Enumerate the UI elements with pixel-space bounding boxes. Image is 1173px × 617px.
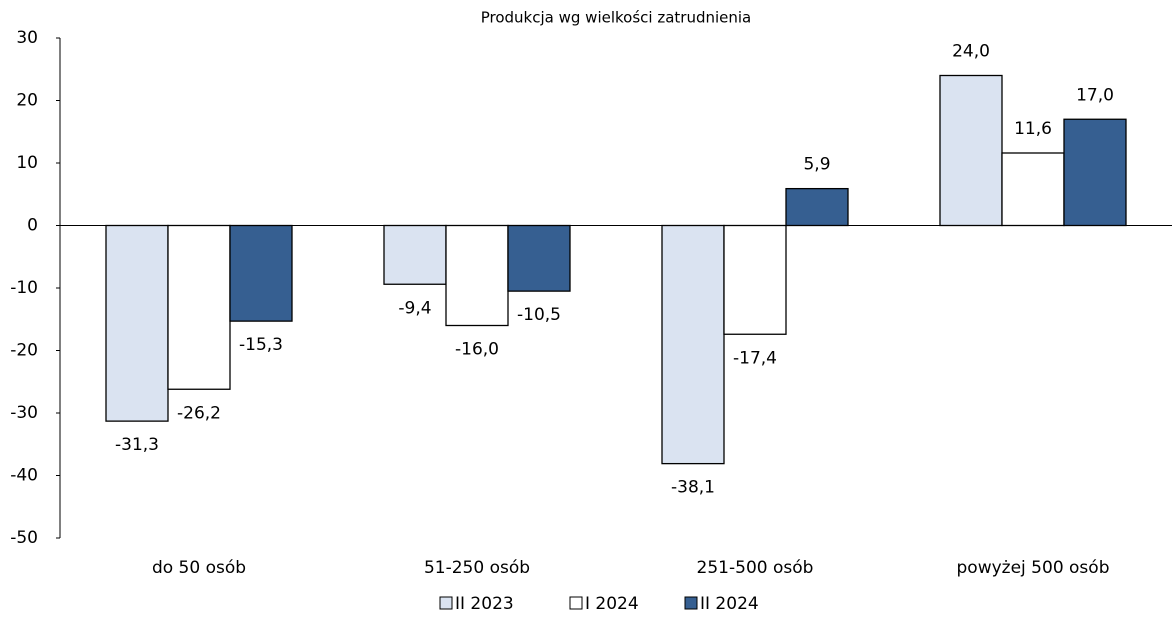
y-tick-label: -40 — [10, 466, 38, 486]
bar — [723, 224, 787, 335]
bar — [445, 224, 509, 327]
x-tick-label: do 50 osób — [152, 558, 246, 578]
y-tick-label: 10 — [16, 153, 38, 173]
x-tick-label: 251-500 osób — [697, 558, 814, 578]
value-label: -26,2 — [177, 403, 221, 423]
value-label: 11,6 — [1014, 119, 1052, 139]
value-label: 5,9 — [803, 155, 830, 175]
value-label: -31,3 — [115, 435, 159, 455]
legend-label: I 2024 — [585, 594, 639, 614]
value-label: -17,4 — [733, 348, 777, 368]
y-tick-label: -50 — [10, 528, 38, 548]
value-label: -9,4 — [398, 298, 431, 318]
legend-label: II 2024 — [700, 594, 759, 614]
bar — [1063, 118, 1127, 227]
legend-label: II 2023 — [455, 594, 514, 614]
bar — [229, 224, 293, 322]
chart-title: Produkcja wg wielkości zatrudnienia — [481, 9, 752, 27]
legend-swatch — [684, 596, 698, 610]
value-label: -16,0 — [455, 340, 499, 360]
bar — [1001, 152, 1065, 227]
value-label: -10,5 — [517, 305, 561, 325]
value-label: -38,1 — [671, 478, 715, 498]
bar — [167, 224, 231, 390]
y-tick-label: 0 — [27, 216, 38, 236]
bar — [939, 74, 1003, 227]
value-label: 24,0 — [952, 42, 990, 62]
y-tick-label: -30 — [10, 403, 38, 423]
bar — [785, 187, 849, 227]
y-tick-label: -20 — [10, 341, 38, 361]
bar — [507, 224, 571, 292]
bar — [383, 224, 447, 285]
value-label: -15,3 — [239, 335, 283, 355]
y-tick-label: 20 — [16, 91, 38, 111]
legend-swatch — [569, 596, 583, 610]
value-label: 17,0 — [1076, 85, 1114, 105]
y-tick-label: 30 — [16, 28, 38, 48]
bar — [105, 224, 169, 422]
x-tick-label: powyżej 500 osób — [957, 558, 1110, 578]
bar — [661, 224, 725, 465]
y-tick-label: -10 — [10, 278, 38, 298]
x-tick-label: 51-250 osób — [424, 558, 530, 578]
legend-swatch — [439, 596, 453, 610]
